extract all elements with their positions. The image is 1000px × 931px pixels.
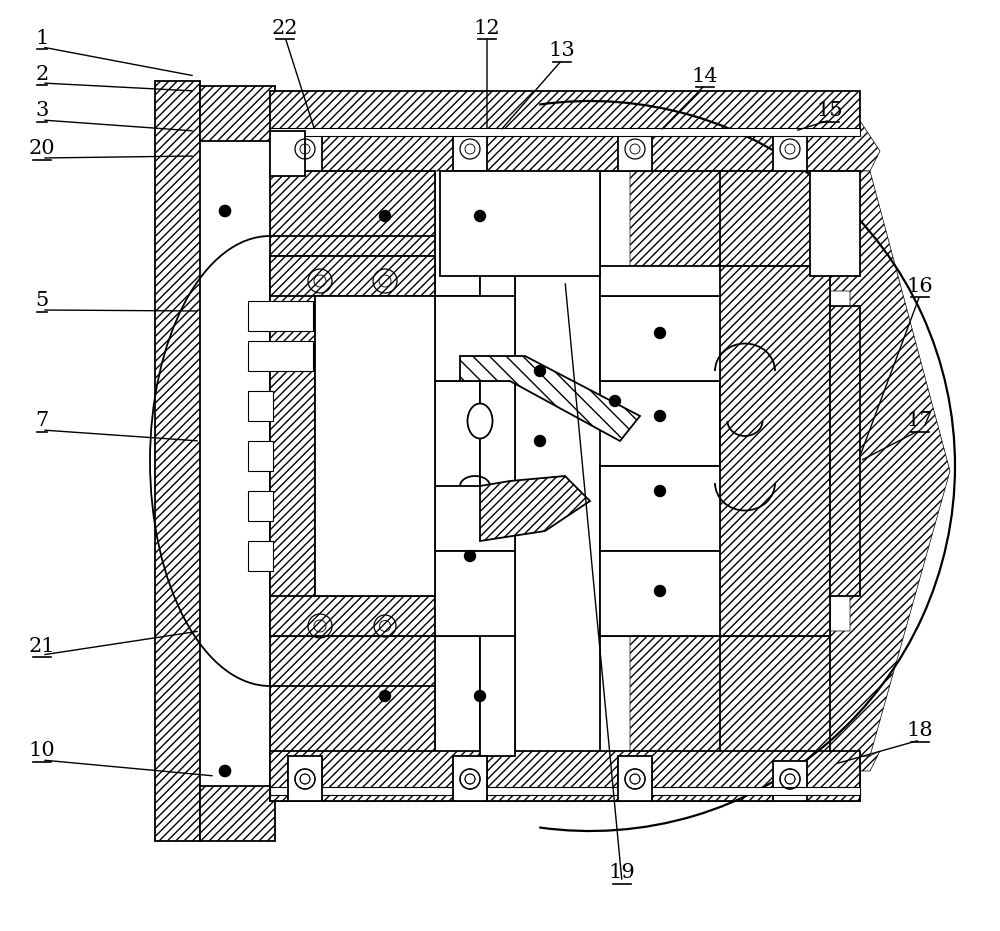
Text: 2: 2 (35, 64, 49, 84)
Text: 20: 20 (29, 140, 55, 158)
Bar (600, 266, 830, 296)
Bar (435, 551, 515, 636)
Bar (288, 761, 322, 801)
Circle shape (475, 210, 486, 222)
Bar (618, 131, 652, 171)
Polygon shape (480, 476, 590, 541)
Bar (270, 128, 860, 136)
Text: 22: 22 (272, 19, 298, 37)
Text: 1: 1 (35, 29, 49, 47)
Polygon shape (270, 91, 880, 171)
Bar (270, 751, 860, 801)
Bar (270, 787, 860, 795)
Text: 10: 10 (29, 741, 55, 761)
Circle shape (654, 485, 666, 496)
Bar (773, 761, 807, 801)
Bar (270, 596, 435, 636)
Bar (248, 491, 273, 521)
Circle shape (464, 550, 476, 561)
Text: 19: 19 (609, 863, 635, 883)
Circle shape (534, 366, 546, 376)
Circle shape (654, 328, 666, 339)
Bar (270, 131, 305, 176)
Bar (618, 756, 652, 801)
Bar (248, 391, 273, 421)
Bar (270, 761, 860, 801)
Circle shape (475, 691, 486, 701)
Text: 18: 18 (907, 722, 933, 740)
Text: 7: 7 (35, 412, 49, 430)
Text: 16: 16 (907, 277, 933, 295)
Circle shape (380, 691, 390, 701)
Circle shape (654, 411, 666, 422)
Text: 17: 17 (907, 412, 933, 430)
Text: 5: 5 (35, 291, 49, 311)
Bar (248, 441, 273, 471)
Bar (600, 296, 830, 381)
Circle shape (220, 765, 230, 776)
Bar (270, 256, 435, 636)
Bar (288, 756, 322, 801)
Circle shape (220, 206, 230, 217)
Circle shape (610, 396, 620, 407)
Bar (248, 301, 313, 331)
Bar (600, 466, 830, 551)
Bar (453, 761, 487, 801)
Text: 21: 21 (29, 637, 55, 655)
Bar (453, 131, 487, 171)
Text: 14: 14 (692, 66, 718, 86)
Bar (618, 761, 652, 801)
Bar (453, 756, 487, 801)
Polygon shape (630, 171, 950, 756)
Bar (435, 296, 515, 381)
Polygon shape (270, 171, 435, 756)
Circle shape (534, 436, 546, 447)
Polygon shape (460, 356, 640, 441)
Polygon shape (270, 751, 880, 801)
Bar (600, 551, 830, 636)
Bar (830, 306, 860, 596)
Bar (435, 486, 515, 551)
Bar (270, 91, 860, 131)
Bar (810, 171, 860, 276)
Text: 12: 12 (474, 19, 500, 37)
Bar (440, 171, 600, 276)
Bar (270, 256, 435, 296)
Bar (270, 256, 315, 636)
Text: 3: 3 (35, 101, 49, 120)
Circle shape (380, 210, 390, 222)
Bar (248, 541, 273, 571)
Bar (288, 131, 322, 171)
Circle shape (220, 765, 230, 776)
Bar (248, 341, 313, 371)
Bar (155, 81, 200, 841)
Text: 13: 13 (549, 42, 575, 61)
Text: 15: 15 (817, 101, 843, 120)
Bar (200, 786, 275, 841)
Circle shape (654, 586, 666, 597)
Bar (315, 296, 435, 596)
Circle shape (220, 206, 230, 217)
Bar (200, 86, 275, 141)
Bar (480, 171, 515, 756)
Ellipse shape (468, 403, 492, 439)
Bar (720, 266, 830, 636)
Bar (773, 131, 807, 171)
